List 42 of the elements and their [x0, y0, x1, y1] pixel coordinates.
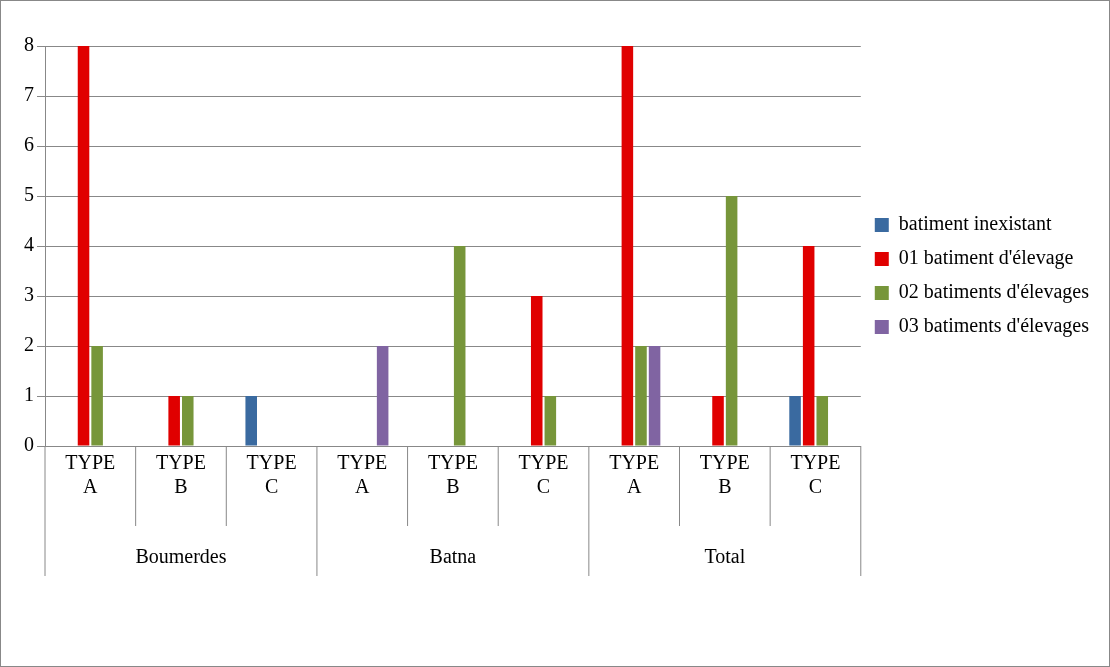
- bar: [802, 246, 815, 446]
- bar: [91, 346, 103, 446]
- bar: [635, 346, 647, 446]
- x-tick-label: TYPE B: [427, 451, 478, 498]
- bar: [648, 346, 661, 446]
- bar: [544, 396, 557, 446]
- bar: [530, 296, 543, 446]
- y-tick-label: 5: [24, 183, 34, 206]
- legend-label: 01 batiment d'élevage: [898, 246, 1074, 270]
- bar: [245, 396, 257, 446]
- y-tick-label: 3: [24, 283, 34, 306]
- x-tick-label: TYPE C: [246, 451, 297, 498]
- bar: [621, 46, 634, 446]
- y-tick-label: 0: [24, 433, 34, 456]
- x-tick-label: TYPE B: [155, 451, 206, 498]
- legend-label: 02 batiments d'élevages: [898, 280, 1090, 304]
- x-tick-label: TYPE C: [518, 451, 569, 498]
- x-tick-label: TYPE A: [65, 451, 116, 498]
- y-tick-label: 6: [24, 133, 34, 156]
- x-tick-label: TYPE A: [337, 451, 388, 498]
- bar: [789, 396, 801, 446]
- bar: [712, 396, 724, 446]
- bar: [725, 196, 738, 446]
- y-tick-label: 8: [24, 33, 34, 56]
- text: Batna: [429, 545, 477, 568]
- y-tick-label: 7: [24, 83, 34, 106]
- bar: [181, 396, 194, 446]
- y-tick-label: 2: [24, 333, 34, 356]
- bar: [168, 396, 180, 446]
- legend-label: 03 batiments d'élevages: [898, 314, 1090, 338]
- legend-label: batiment inexistant: [898, 212, 1052, 235]
- y-tick-label: 1: [24, 383, 34, 406]
- bar: [376, 346, 389, 446]
- x-tick-label: TYPE C: [790, 451, 841, 498]
- bar: [453, 246, 466, 446]
- x-tick-label: TYPE B: [699, 451, 750, 498]
- bar: [816, 396, 829, 446]
- text: Total: [704, 545, 746, 568]
- x-tick-label: TYPE A: [609, 451, 660, 498]
- y-tick-label: 4: [24, 233, 34, 256]
- bar: [77, 46, 90, 446]
- text: Boumerdes: [135, 545, 227, 568]
